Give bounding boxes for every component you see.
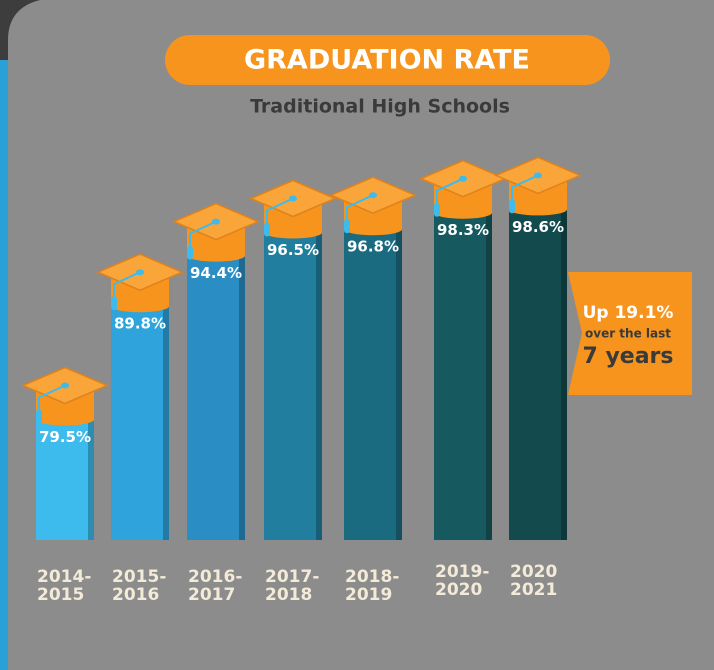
cap-band-bottom (344, 223, 402, 236)
annotation: Up 19.1% (583, 303, 674, 323)
x-tick-label: 2019- 2020 (435, 562, 490, 600)
bar-shade (88, 391, 94, 540)
tassel-cord (266, 197, 294, 225)
annotation: 7 years (582, 344, 673, 369)
bar-shade (561, 181, 567, 540)
cap-band-bottom (264, 226, 322, 239)
x-tick-label: 2014- 2015 (37, 567, 92, 605)
edge-strip (0, 60, 10, 670)
cap-band-bottom (187, 249, 245, 262)
title-pill (165, 35, 610, 85)
tassel-cord (346, 194, 374, 222)
chart-subtitle: Traditional High Schools (250, 96, 510, 118)
value-label: 98.3% (437, 221, 489, 239)
tassel (509, 199, 515, 214)
annotation-flag (568, 272, 692, 395)
value-label: 96.8% (347, 238, 399, 256)
tassel-cord (511, 174, 539, 202)
bar-shade (239, 227, 245, 540)
bar (187, 227, 245, 540)
value-label: 94.4% (190, 264, 242, 282)
bar-shade (396, 201, 402, 540)
tassel-cord (113, 271, 141, 299)
bar (111, 278, 169, 540)
tassel-cord (38, 384, 66, 412)
value-label: 98.6% (512, 218, 564, 236)
tassel (344, 219, 350, 234)
tassel (264, 222, 270, 237)
bar-shade (486, 184, 492, 540)
cap-band-bottom (509, 203, 567, 216)
bar (434, 184, 492, 540)
cap-band-bottom (434, 206, 492, 219)
x-tick-label: 2016- 2017 (188, 567, 243, 605)
tassel (36, 409, 42, 424)
value-label: 96.5% (267, 241, 319, 259)
cap-band-bottom (36, 413, 94, 426)
x-tick-label: 2017- 2018 (265, 567, 320, 605)
chart-title: GRADUATION RATE (244, 45, 530, 76)
tassel (111, 296, 117, 311)
bar (509, 181, 567, 540)
bar-shade (316, 204, 322, 540)
cap-band-bottom (111, 300, 169, 313)
x-tick-label: 2015- 2016 (112, 567, 167, 605)
x-tick-label: 2020 2021 (510, 562, 558, 600)
bar (344, 201, 402, 540)
bar (264, 204, 322, 540)
tassel-cord (436, 177, 464, 205)
tassel-cord (189, 220, 217, 248)
value-label: 79.5% (39, 428, 91, 446)
tassel (187, 245, 193, 260)
x-tick-label: 2018- 2019 (345, 567, 400, 605)
tassel (434, 202, 440, 217)
annotation: over the last (585, 327, 671, 341)
value-label: 89.8% (114, 315, 166, 333)
bar-shade (163, 278, 169, 540)
